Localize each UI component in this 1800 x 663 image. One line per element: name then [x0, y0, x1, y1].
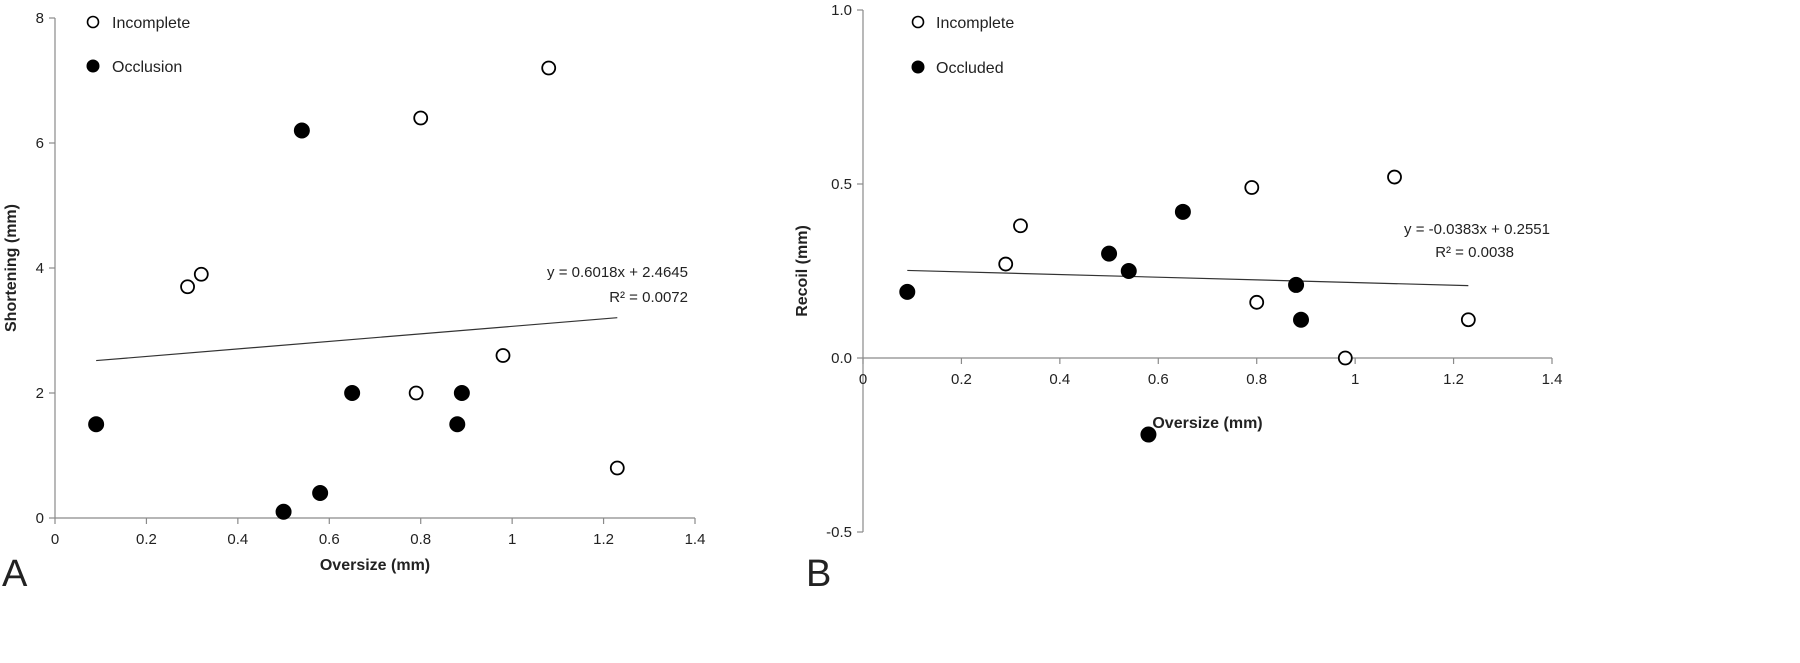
data-point-open — [998, 256, 1014, 272]
data-point-filled — [275, 503, 292, 520]
x-tick-label: 1 — [1351, 371, 1359, 388]
data-point-filled — [899, 283, 916, 300]
legend-marker-open — [86, 15, 100, 29]
legend-marker-open — [911, 15, 925, 29]
data-point-filled — [293, 122, 310, 139]
data-point-filled — [453, 385, 470, 401]
chart-panel-b: -0.5 0.0 0.5 1.0 0 0.2 0.4 0.6 0.8 1 1.2 1.4 Oversiz… — [794, 2, 1562, 595]
y-tick-label: -0.5 — [826, 524, 852, 541]
trendline-equation: y = 0.6018x + 2.4645 — [547, 264, 688, 281]
data-point-open — [1460, 312, 1476, 328]
x-tick-label: 0 — [51, 531, 59, 548]
legend-marker-filled — [86, 59, 100, 73]
data-point-filled — [449, 416, 466, 433]
data-point-open — [193, 266, 209, 282]
x-tick-label: 1.2 — [593, 531, 614, 548]
data-point-filled — [344, 385, 361, 401]
data-point-filled — [1140, 426, 1157, 443]
trendline — [96, 317, 618, 362]
y-tick-label: 1.0 — [831, 2, 852, 19]
data-point-filled — [1174, 203, 1191, 220]
y-axis-title: Shortening (mm) — [3, 204, 20, 332]
data-point-open — [541, 60, 557, 76]
data-point-filled — [1293, 311, 1310, 328]
x-tick-label: 0.2 — [136, 531, 157, 548]
y-tick-label: 4 — [36, 260, 44, 277]
trendline — [907, 269, 1469, 287]
data-point-filled — [1288, 276, 1305, 293]
legend-marker-filled — [911, 60, 925, 74]
data-point-filled — [312, 485, 329, 501]
x-tick-label: 0.6 — [319, 531, 340, 548]
y-tick-label: 0.0 — [831, 350, 852, 367]
x-tick-label: 0 — [859, 371, 867, 388]
legend-label: Incomplete — [936, 15, 1014, 32]
y-axis-title: Recoil (mm) — [794, 225, 811, 317]
data-point-open — [609, 460, 625, 476]
data-point-filled — [1101, 245, 1118, 262]
trendline-r-squared: R² = 0.0038 — [1435, 244, 1514, 261]
data-point-filled — [1120, 263, 1137, 279]
x-axis-title: Oversize (mm) — [320, 557, 430, 574]
data-point-open — [495, 348, 511, 363]
x-tick-label: 1.4 — [685, 531, 706, 548]
x-tick-label: 0.2 — [951, 371, 972, 388]
data-point-open — [413, 110, 429, 126]
y-tick-label: 0.5 — [831, 176, 852, 193]
x-tick-label: 1.2 — [1443, 371, 1464, 388]
x-tick-label: 0.8 — [410, 531, 431, 548]
data-point-open — [1244, 180, 1260, 195]
panel-letter: A — [2, 553, 28, 595]
data-point-open — [408, 385, 424, 401]
y-tick-label: 0 — [36, 510, 44, 527]
x-tick-label: 0.6 — [1148, 371, 1169, 388]
x-tick-label: 0.4 — [227, 531, 248, 548]
panel-letter: B — [806, 553, 831, 595]
y-tick-label: 8 — [36, 10, 44, 27]
x-tick-label: 0.4 — [1049, 371, 1070, 388]
x-tick-label: 0.8 — [1246, 371, 1267, 388]
legend-label: Occlusion — [112, 59, 182, 76]
chart-panel-a: 0 2 4 6 8 0 0.2 0.4 0.6 0.8 1 1.2 1.4 Oversize (mm) Sh… — [2, 10, 705, 595]
y-tick-label: 6 — [36, 135, 44, 152]
y-tick-label: 2 — [36, 385, 44, 402]
trendline-r-squared: R² = 0.0072 — [609, 289, 688, 306]
x-tick-label: 1.4 — [1542, 371, 1563, 388]
x-axis-title: Oversize (mm) — [1152, 415, 1262, 432]
legend-label: Incomplete — [112, 15, 190, 32]
data-point-open — [1337, 350, 1353, 366]
x-tick-label: 1 — [508, 531, 516, 548]
legend-label: Occluded — [936, 60, 1004, 77]
data-point-open — [1249, 294, 1265, 310]
trendline-equation: y = -0.0383x + 0.2551 — [1404, 221, 1550, 238]
data-point-open — [1013, 218, 1028, 234]
data-point-open — [1387, 169, 1402, 185]
data-point-filled — [88, 416, 105, 433]
data-point-open — [180, 279, 195, 295]
